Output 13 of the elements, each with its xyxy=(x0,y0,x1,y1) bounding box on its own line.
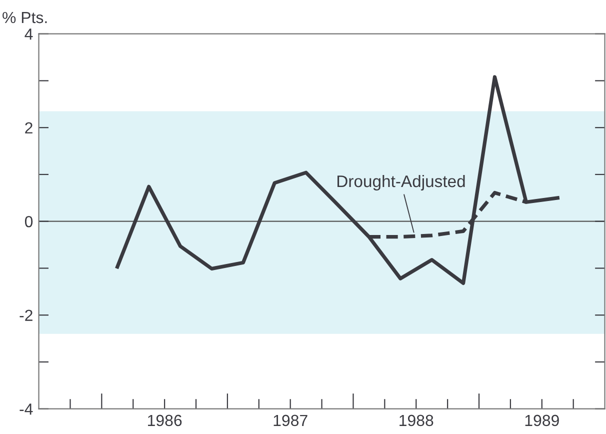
y-axis-title: % Pts. xyxy=(2,12,47,24)
y-tick-label: 2 xyxy=(25,122,32,134)
x-tick-label: 1987 xyxy=(274,414,308,426)
y-tick-label: 0 xyxy=(24,216,33,228)
y-tick-label: -2 xyxy=(20,310,32,321)
x-tick-label: 1989 xyxy=(525,414,559,426)
x-tick-label: 1986 xyxy=(148,414,182,426)
y-tick-label: 4 xyxy=(24,28,33,40)
y-tick-label: -4 xyxy=(20,404,33,415)
annotation: Drought-Adjusted xyxy=(337,174,465,191)
x-tick-label: 1988 xyxy=(400,414,434,426)
line-series xyxy=(116,75,560,286)
line-series xyxy=(367,190,528,239)
